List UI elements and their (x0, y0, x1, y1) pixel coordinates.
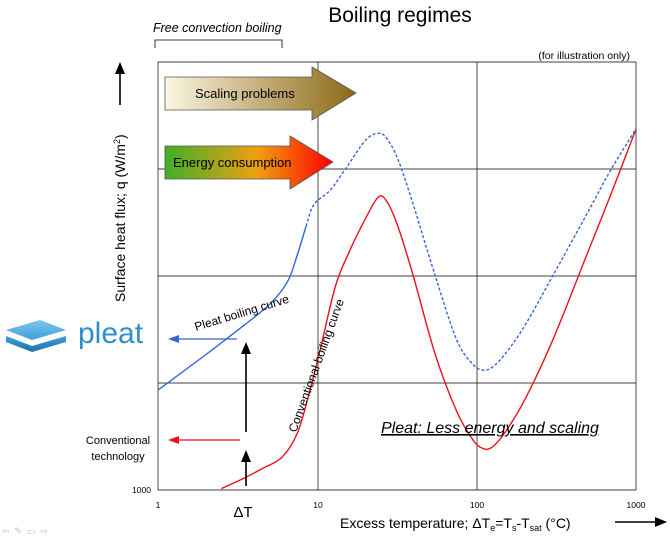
pen-icon[interactable]: ✎ (14, 527, 23, 537)
pleat-logo-mark (6, 320, 66, 352)
menu-icon[interactable]: ▭ (26, 527, 37, 537)
conventional-technology-label: Conventional technology (86, 435, 150, 463)
x-tick-label: 1 (156, 500, 161, 510)
x-tick-label: 1000 (627, 500, 646, 510)
delta-t-arrows (241, 342, 251, 486)
scaling-problems-label: Scaling problems (195, 86, 295, 101)
energy-consumption-arrow: Energy consumption (164, 135, 334, 190)
conventional-curve-label: Conventional boiling curve (286, 297, 347, 434)
x-tick-label: 100 (470, 500, 484, 510)
scaling-problems-arrow: Scaling problems (164, 66, 357, 121)
y-tick-label: 1000 (132, 485, 151, 495)
slide-controls: ⇦ ✎ ▭ ⇨ (2, 527, 49, 537)
conventional-tech-line-1: Conventional (86, 435, 150, 447)
series-layer (157, 128, 637, 490)
series-line-0 (221, 128, 637, 490)
series-line-2 (305, 128, 637, 371)
free-convection-label: Free convection boiling (153, 21, 282, 35)
x-tick-labels: 1 10 100 1000 (156, 500, 646, 510)
series-line-1 (157, 225, 307, 391)
illustration-note: (for illustration only) (538, 50, 630, 62)
conventional-indicator-arrow (168, 436, 240, 444)
y-axis-arrow (115, 62, 125, 105)
conventional-tech-line-2: technology (91, 451, 145, 463)
x-axis-label: Excess temperature; ΔTe=Ts-Tsat (°C) (340, 515, 571, 533)
free-convection-bracket (154, 39, 283, 48)
y-axis-label: Surface heat flux; q (W/m2) (112, 134, 128, 302)
x-tick-label: 10 (313, 500, 323, 510)
energy-consumption-label: Energy consumption (173, 155, 292, 170)
delta-t-label: ΔT (233, 504, 252, 521)
chart-title: Boiling regimes (328, 4, 472, 27)
pleat-logo: pleat (6, 317, 144, 352)
pleat-logo-text: pleat (78, 317, 144, 350)
pleat-claim: Pleat: Less energy and scaling (381, 420, 599, 437)
pleat-indicator-arrow (168, 335, 237, 343)
previous-slide-icon[interactable]: ⇦ (2, 527, 11, 537)
next-slide-icon[interactable]: ⇨ (40, 527, 49, 537)
x-axis-arrow (615, 517, 667, 527)
